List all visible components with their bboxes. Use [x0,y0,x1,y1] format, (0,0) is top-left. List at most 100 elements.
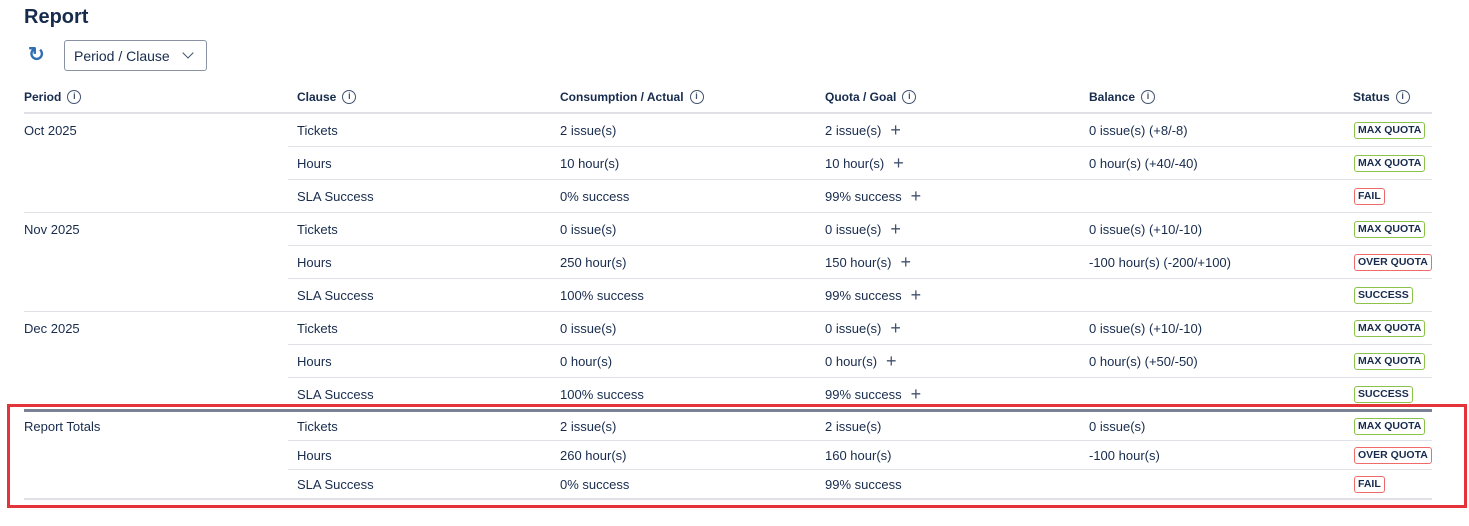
column-header-consumption: Consumption / Actual i [560,90,704,104]
quota-cell: 2 issue(s) + [825,114,901,147]
add-icon[interactable]: + [890,219,901,239]
actual-cell: 10 hour(s) [560,156,620,171]
column-header-label: Period [24,90,62,104]
clause-cell: Tickets [297,123,338,138]
actual-cell: 100% success [560,288,644,303]
row-divider [288,146,1432,147]
status-badge: FAIL [1354,476,1385,493]
actual-cell: 0% success [560,477,630,492]
balance-cell: 0 hour(s) (+40/-40) [1089,156,1198,171]
row-divider [288,179,1432,180]
period-label: Nov 2025 [24,222,80,237]
add-icon[interactable]: + [910,186,922,206]
quota-value: 0 issue(s) [825,222,882,237]
group-by-value: Period / Clause [74,48,170,64]
column-header-label: Status [1353,90,1390,104]
quota-value: 99% success [825,387,902,402]
quota-cell: 99% success + [825,180,921,213]
refresh-icon[interactable]: ↻ [28,44,45,66]
column-header-label: Balance [1089,90,1136,104]
clause-cell: SLA Success [297,387,374,402]
period-label: Dec 2025 [24,321,80,336]
info-icon[interactable]: i [1395,90,1410,104]
add-icon[interactable]: + [893,153,904,173]
info-icon[interactable]: i [1141,90,1156,104]
actual-cell: 0 issue(s) [560,222,617,237]
status-badge: SUCCESS [1354,386,1413,403]
actual-cell: 0% success [560,189,630,204]
totals-divider [24,409,1432,412]
quota-cell: 0 hour(s) + [825,345,897,378]
quota-value: 2 issue(s) [825,123,882,138]
actual-cell: 260 hour(s) [560,448,627,463]
page-title: Report [24,6,89,28]
header-divider [24,112,1432,114]
chevron-down-icon [182,47,194,59]
balance-cell: 0 hour(s) (+50/-50) [1089,354,1198,369]
balance-cell: 0 issue(s) (+10/-10) [1089,321,1203,336]
status-badge: MAX QUOTA [1354,221,1426,238]
quota-cell: 99% success + [825,279,921,312]
totals-label: Report Totals [24,419,101,434]
column-header-label: Consumption / Actual [560,90,684,104]
period-divider [24,212,1432,213]
quota-cell: 160 hour(s) [825,448,892,463]
actual-cell: 0 issue(s) [560,321,617,336]
add-icon[interactable]: + [910,384,922,404]
info-icon[interactable]: i [689,90,704,104]
actual-cell: 2 issue(s) [560,123,617,138]
column-header-balance: Balance i [1089,90,1156,104]
column-header-period: Period i [24,90,82,104]
add-icon[interactable]: + [886,351,897,371]
status-badge: MAX QUOTA [1354,122,1426,139]
info-icon[interactable]: i [342,90,357,104]
row-divider [288,469,1432,470]
info-icon[interactable]: i [902,90,917,104]
clause-cell: Hours [297,354,332,369]
clause-cell: Hours [297,255,332,270]
clause-cell: Hours [297,156,332,171]
status-badge: FAIL [1354,188,1385,205]
quota-cell: 0 issue(s) + [825,213,901,246]
add-icon[interactable]: + [890,120,901,140]
quota-cell: 0 issue(s) + [825,312,901,345]
clause-cell: Tickets [297,222,338,237]
clause-cell: Hours [297,448,332,463]
status-badge: MAX QUOTA [1354,155,1426,172]
status-badge: MAX QUOTA [1354,320,1426,337]
column-header-label: Clause [297,90,337,104]
balance-cell: -100 hour(s) [1089,448,1160,463]
column-header-quota: Quota / Goal i [825,90,917,104]
add-icon[interactable]: + [910,285,922,305]
quota-cell: 99% success [825,477,902,492]
clause-cell: SLA Success [297,477,374,492]
row-divider [288,440,1432,441]
clause-cell: SLA Success [297,189,374,204]
balance-cell: 0 issue(s) (+10/-10) [1089,222,1203,237]
row-divider [288,245,1432,246]
quota-cell: 2 issue(s) [825,419,882,434]
status-badge: OVER QUOTA [1354,254,1432,271]
period-divider [24,311,1432,312]
add-icon[interactable]: + [900,252,911,272]
group-by-select[interactable]: Period / Clause [64,40,207,71]
quota-value: 0 hour(s) [825,354,878,369]
column-header-status: Status i [1353,90,1410,104]
actual-cell: 2 issue(s) [560,419,617,434]
totals-bottom-divider [24,498,1432,500]
clause-cell: SLA Success [297,288,374,303]
clause-cell: Tickets [297,419,338,434]
status-badge: MAX QUOTA [1354,418,1426,435]
add-icon[interactable]: + [890,318,901,338]
column-header-label: Quota / Goal [825,90,897,104]
status-badge: MAX QUOTA [1354,353,1426,370]
status-badge: SUCCESS [1354,287,1413,304]
status-badge: OVER QUOTA [1354,447,1432,464]
quota-value: 150 hour(s) [825,255,892,270]
quota-value: 10 hour(s) [825,156,885,171]
actual-cell: 0 hour(s) [560,354,613,369]
info-icon[interactable]: i [67,90,82,104]
balance-cell: 0 issue(s) (+8/-8) [1089,123,1188,138]
quota-value: 99% success [825,288,902,303]
period-label: Oct 2025 [24,123,77,138]
